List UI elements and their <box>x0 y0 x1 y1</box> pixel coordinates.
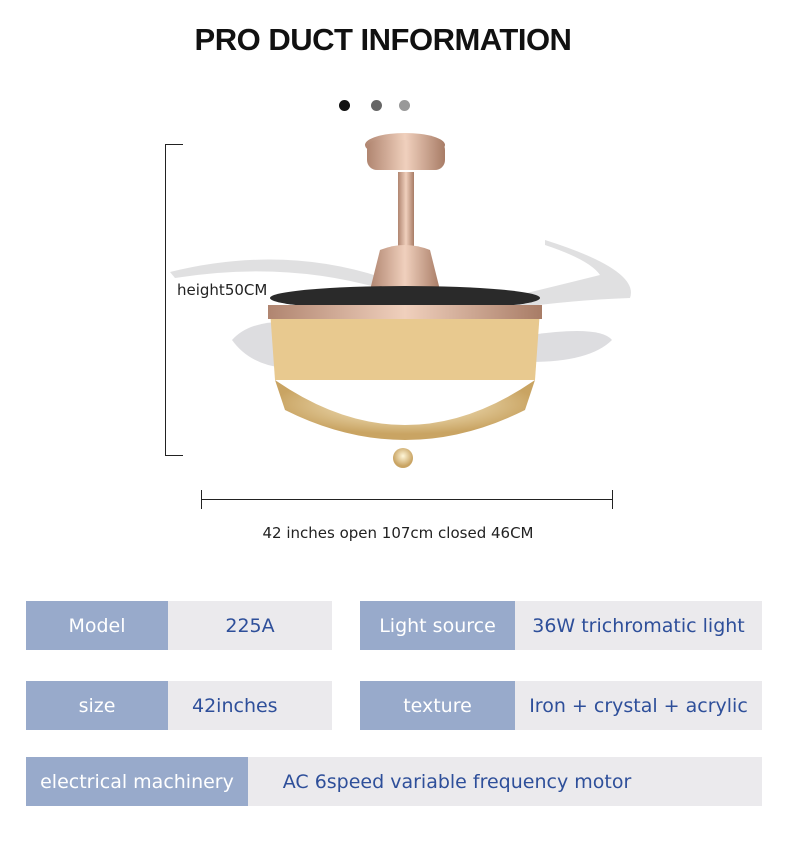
spec-value-light-source: 36W trichromatic light <box>515 601 762 650</box>
spec-value-size: 42inches <box>168 681 332 730</box>
carousel-dot-3[interactable] <box>399 100 410 111</box>
spec-label-texture: texture <box>360 681 515 730</box>
spec-label-light-source: Light source <box>360 601 515 650</box>
height-label: height50CM <box>177 281 268 299</box>
spec-label-model: Model <box>26 601 168 650</box>
carousel-dot-2[interactable] <box>371 100 382 111</box>
width-tick-right <box>612 490 613 509</box>
spec-value-motor: AC 6speed variable frequency motor <box>248 757 762 806</box>
spec-value-texture: Iron + crystal + acrylic <box>515 681 762 730</box>
width-tick-left <box>201 490 202 509</box>
height-tick-bottom <box>165 455 183 456</box>
width-dimension-line <box>201 499 612 500</box>
height-tick-top <box>165 144 183 145</box>
carousel-dot-1[interactable] <box>339 100 350 111</box>
height-dimension-line <box>165 144 166 455</box>
spec-value-model: 225A <box>168 601 332 650</box>
width-label: 42 inches open 107cm closed 46CM <box>262 524 534 542</box>
spec-label-size: size <box>26 681 168 730</box>
page-title: PRO DUCT INFORMATION <box>194 22 572 57</box>
spec-label-motor: electrical machinery <box>26 757 248 806</box>
